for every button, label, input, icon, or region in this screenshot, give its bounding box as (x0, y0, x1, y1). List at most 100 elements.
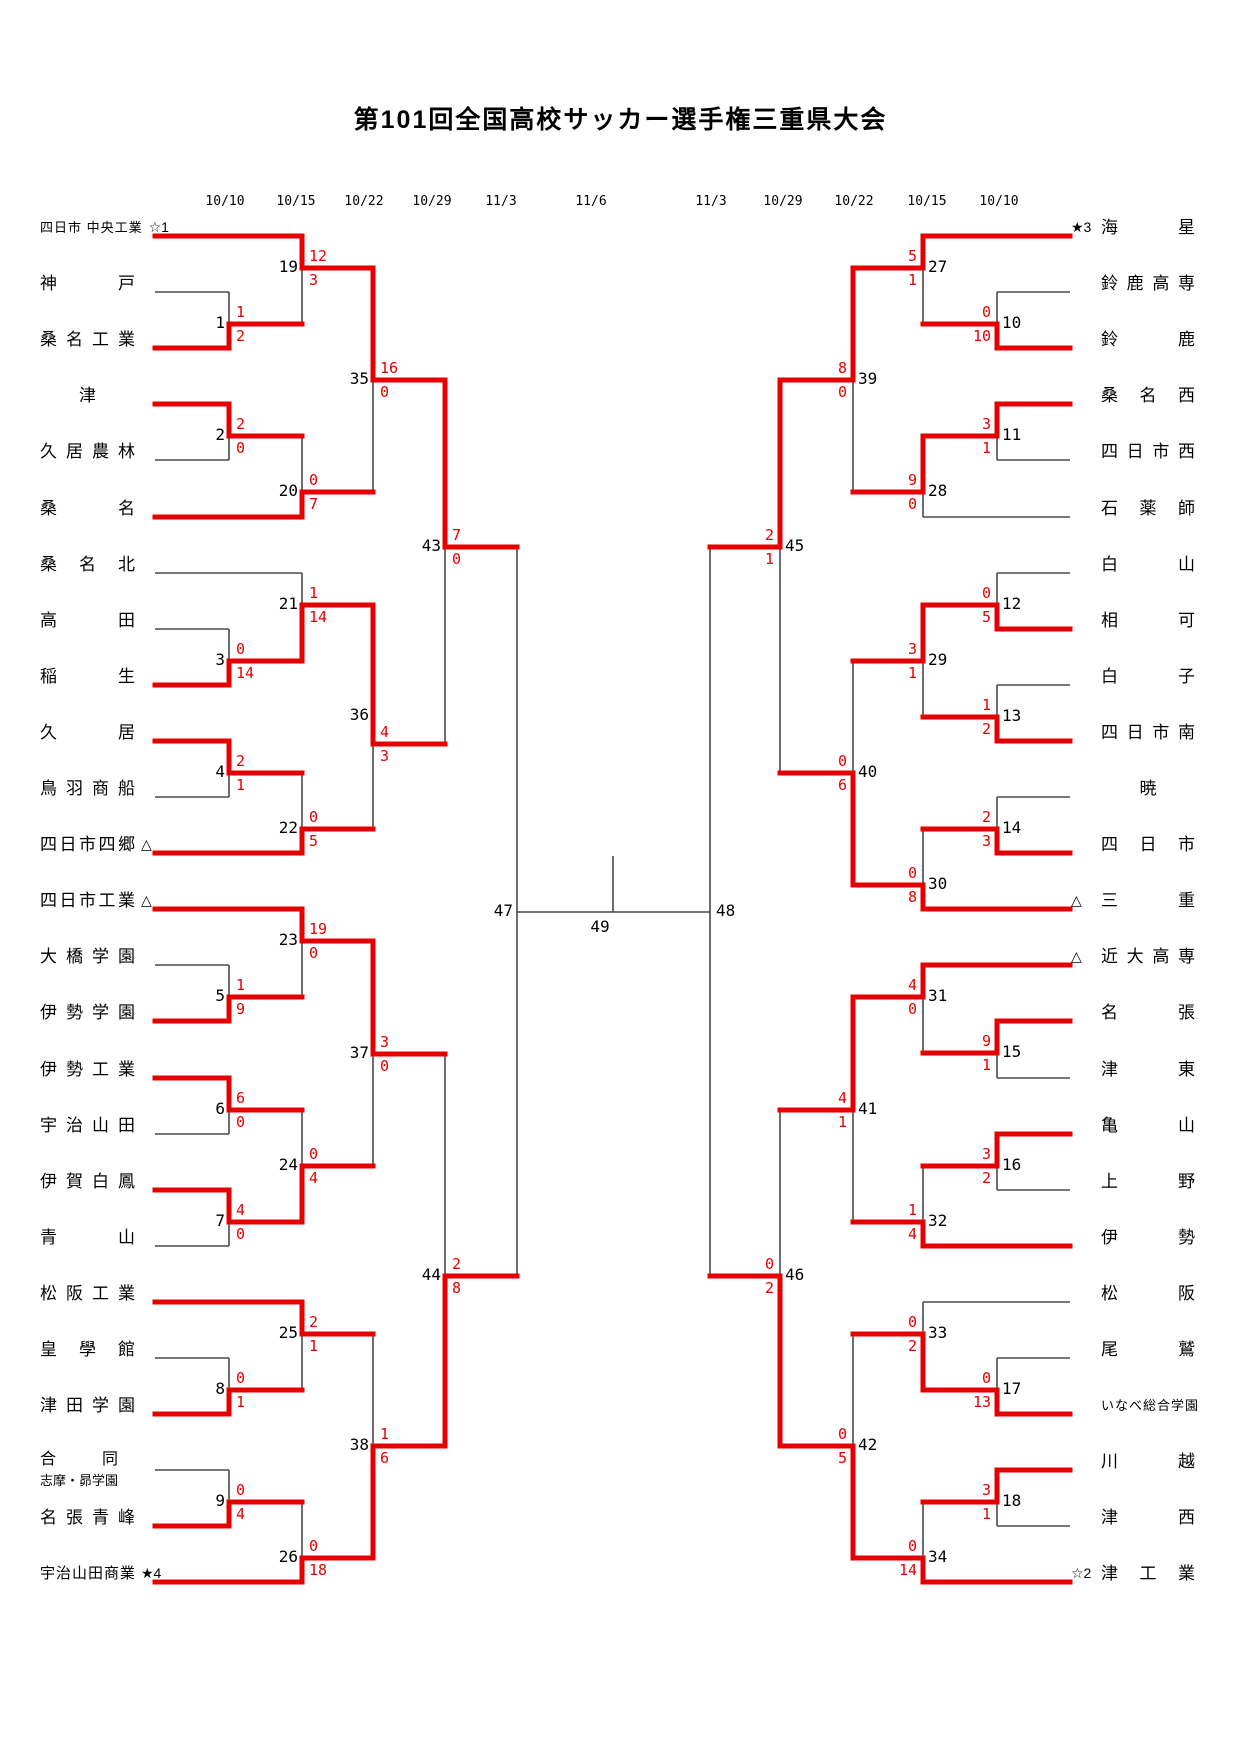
team-label: 松阪工業 (40, 1283, 190, 1303)
seed-mark: ★3 (1071, 219, 1092, 235)
match-number: 13 (1002, 706, 1022, 725)
match-number: 10 (1002, 313, 1022, 332)
score-bottom: 0 (236, 1113, 246, 1131)
score-bottom: 18 (309, 1561, 328, 1579)
score-top: 0 (981, 1369, 991, 1387)
team-name: 桑名北 (40, 555, 135, 574)
team-name: 亀山 (1101, 1116, 1195, 1135)
team-label: ☆2 津工業 (1071, 1563, 1233, 1583)
match-number: 46 (785, 1265, 805, 1284)
date-label: 10/22 (834, 194, 874, 209)
match-number: 29 (928, 650, 948, 669)
match-number: 39 (858, 369, 878, 388)
team-name: 近大高専 (1101, 947, 1195, 966)
team-label: ★3 海星 (1071, 217, 1233, 237)
team-label: 宇治山田 (40, 1115, 190, 1135)
score-top: 12 (309, 247, 328, 265)
match-number: 27 (928, 257, 948, 276)
team-label: 白山 (1071, 554, 1233, 574)
match-number: 36 (349, 705, 369, 724)
score-top: 2 (236, 415, 246, 433)
score-bottom: 14 (309, 608, 328, 626)
date-label: 10/15 (907, 194, 947, 209)
date-label: 10/15 (276, 194, 316, 209)
match-number: 49 (590, 917, 610, 936)
date-label: 11/6 (575, 194, 607, 209)
score-bottom: 4 (907, 1225, 917, 1243)
team-label: 伊賀白鳳 (40, 1171, 190, 1191)
match-number: 18 (1002, 1491, 1022, 1510)
score-top: 8 (837, 359, 847, 377)
team-label: 桑名工業 (40, 329, 190, 349)
match-number: 1 (215, 313, 225, 332)
score-top: 4 (380, 723, 390, 741)
team-name: 四日市西 (1101, 442, 1195, 461)
team-name: 伊勢 (1101, 1228, 1195, 1247)
team-label: 皇學館 (40, 1339, 190, 1359)
date-label: 10/29 (763, 194, 803, 209)
team-name: 四日市南 (1101, 723, 1195, 742)
seed-mark: ☆1 (148, 219, 169, 235)
match-number: 16 (1002, 1155, 1022, 1174)
score-bottom: 5 (981, 608, 991, 626)
team-label: 四日市西 (1071, 441, 1233, 461)
score-bottom: 1 (981, 1056, 991, 1074)
match-number: 41 (858, 1099, 878, 1118)
score-bottom: 2 (981, 720, 991, 738)
score-bottom: 1 (764, 550, 774, 568)
match-number: 30 (928, 874, 948, 893)
seed-mark: △ (141, 892, 152, 908)
team-label: 亀山 (1071, 1115, 1233, 1135)
score-bottom: 9 (236, 1000, 246, 1018)
match-number: 42 (858, 1435, 878, 1454)
score-top: 2 (981, 808, 991, 826)
score-bottom: 3 (380, 747, 390, 765)
date-label: 10/29 (412, 194, 452, 209)
team-label: 鈴鹿 (1071, 329, 1233, 349)
team-name: 宇治山田商業 (40, 1565, 135, 1582)
score-bottom: 8 (907, 888, 917, 906)
team-name: 白子 (1101, 667, 1195, 686)
score-top: 3 (380, 1033, 390, 1051)
match-number: 23 (278, 930, 298, 949)
match-number: 8 (215, 1379, 225, 1398)
score-top: 5 (907, 247, 917, 265)
score-bottom: 1 (236, 776, 246, 794)
team-name: 三重 (1101, 891, 1195, 910)
team-name: 久居農林 (40, 442, 135, 461)
team-name: 上野 (1101, 1172, 1195, 1191)
score-bottom: 3 (309, 271, 319, 289)
seed-mark: ☆2 (1071, 1565, 1092, 1581)
team-label: 上野 (1071, 1171, 1233, 1191)
team-name: 伊勢学園 (40, 1003, 135, 1022)
team-label: 津田学園 (40, 1395, 190, 1415)
score-bottom: 10 (972, 327, 991, 345)
score-top: 4 (236, 1201, 246, 1219)
score-bottom: 5 (309, 832, 319, 850)
match-number: 12 (1002, 594, 1022, 613)
team-label: 久居農林 (40, 441, 190, 461)
team-label: 石薬師 (1071, 498, 1233, 518)
team-name: 鈴鹿 (1101, 330, 1195, 349)
team-name: 津西 (1101, 1508, 1195, 1527)
score-top: 0 (309, 808, 319, 826)
match-number: 32 (928, 1211, 948, 1230)
team-label: 久居 (40, 722, 190, 742)
team-label: 尾鷲 (1071, 1339, 1233, 1359)
team-name: 大橋学園 (40, 947, 135, 966)
team-name: 石薬師 (1101, 499, 1195, 518)
team-name: 尾鷲 (1101, 1340, 1195, 1359)
match-number: 44 (421, 1265, 441, 1284)
match-number: 22 (278, 818, 298, 837)
score-top: 2 (236, 752, 246, 770)
team-name: 松阪 (1101, 1284, 1195, 1303)
match-number: 47 (493, 901, 513, 920)
team-name: 宇治山田 (40, 1116, 135, 1135)
score-bottom: 2 (907, 1337, 917, 1355)
team-name: 青山 (40, 1228, 135, 1247)
team-label: 桑名 (40, 498, 190, 518)
score-bottom: 0 (309, 944, 319, 962)
score-top: 4 (837, 1089, 847, 1107)
match-number: 31 (928, 986, 948, 1005)
score-top: 3 (981, 415, 991, 433)
